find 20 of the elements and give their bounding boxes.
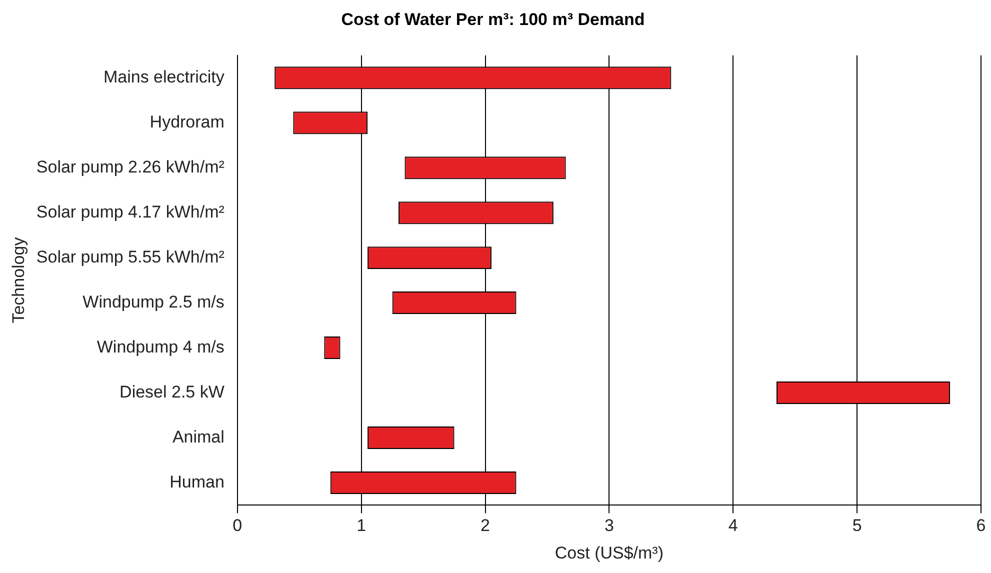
chart-title: Cost of Water Per m³: 100 m³ Demand xyxy=(341,10,645,29)
x-tick-label: 3 xyxy=(604,516,614,536)
x-tick-label: 6 xyxy=(976,516,986,536)
y-tick-label: Hydroram xyxy=(150,112,224,132)
x-axis-title: Cost (US$/m³) xyxy=(554,543,664,562)
y-tick-label: Windpump 2.5 m/s xyxy=(82,292,224,312)
y-tick-label: Diesel 2.5 kW xyxy=(120,382,224,402)
x-tick-label: 0 xyxy=(232,516,242,536)
y-tick-label: Windpump 4 m/s xyxy=(96,337,224,356)
y-tick-label: Mains electricity xyxy=(103,68,225,87)
x-tick-label: 5 xyxy=(852,516,862,536)
y-tick-label: Animal xyxy=(172,427,224,446)
y-axis-title: Technology xyxy=(8,236,28,324)
y-tick-label: Solar pump 2.26 kWh/m² xyxy=(36,158,225,177)
x-tick-label: 4 xyxy=(728,516,738,536)
y-tick-label: Solar pump 4.17 kWh/m² xyxy=(36,202,225,222)
y-tick-label: Human xyxy=(170,472,224,492)
x-tick-label: 1 xyxy=(356,516,366,536)
x-tick-label: 2 xyxy=(480,516,490,536)
y-tick-label: Solar pump 5.55 kWh/m² xyxy=(36,247,225,266)
